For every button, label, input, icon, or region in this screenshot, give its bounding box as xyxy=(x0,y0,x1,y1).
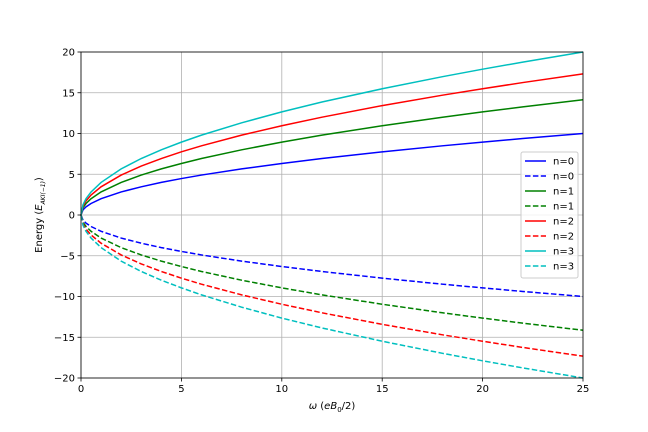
y-tick-label: −10 xyxy=(54,292,75,303)
legend-label: n=0 xyxy=(553,172,574,183)
x-tick-label: 15 xyxy=(376,384,389,395)
x-tick-label: 5 xyxy=(178,384,184,395)
legend-label: n=1 xyxy=(553,187,574,198)
x-tick-label: 20 xyxy=(476,384,489,395)
y-tick-label: 15 xyxy=(62,88,75,99)
y-tick-label: −15 xyxy=(54,333,75,344)
series-line-1 xyxy=(80,214,584,298)
legend-label: n=0 xyxy=(553,157,574,168)
y-tick-label: −5 xyxy=(60,251,75,262)
x-tick-label: 0 xyxy=(78,384,84,395)
series-line-6 xyxy=(80,51,584,216)
legend-label: n=2 xyxy=(553,232,574,243)
series-line-0 xyxy=(80,132,584,216)
series-line-4 xyxy=(80,73,584,216)
x-axis-label: ω (eB0/2) xyxy=(309,401,356,414)
legend: n=0 n=0 n=1 n=1 n=2 n=2 n=3 n=3 xyxy=(520,151,579,279)
axis-ticks: 0 5 10 15 20 25 −20 −15 −10 −5 0 5 10 15 20 xyxy=(54,48,589,396)
series-lines xyxy=(80,51,584,379)
y-tick-label: 10 xyxy=(62,129,75,140)
series-line-7 xyxy=(80,214,584,379)
legend-label: n=1 xyxy=(553,202,574,213)
y-axis-label: Energy (EAKI(−1)) xyxy=(34,177,47,253)
series-line-3 xyxy=(80,214,584,331)
y-tick-label: 5 xyxy=(69,170,75,181)
legend-label: n=3 xyxy=(553,262,574,273)
x-tick-label: 10 xyxy=(275,384,288,395)
series-line-2 xyxy=(80,99,584,216)
legend-label: n=3 xyxy=(553,247,574,258)
legend-label: n=2 xyxy=(553,217,574,228)
legend-box xyxy=(520,151,579,279)
y-tick-label: 20 xyxy=(62,48,75,59)
series-line-5 xyxy=(80,214,584,357)
y-tick-label: −20 xyxy=(54,374,75,385)
y-tick-label: 0 xyxy=(69,211,75,222)
x-tick-label: 25 xyxy=(577,384,590,395)
